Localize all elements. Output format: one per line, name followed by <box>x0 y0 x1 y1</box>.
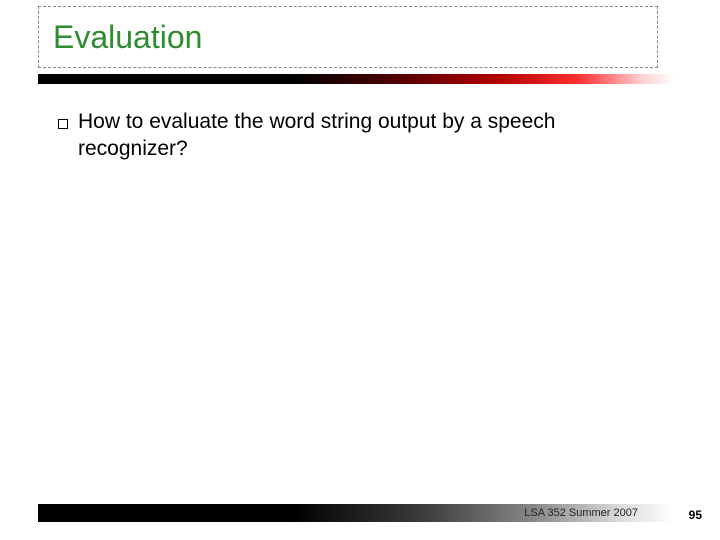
bullet-text: How to evaluate the word string output b… <box>78 108 658 163</box>
title-box: Evaluation <box>38 6 658 68</box>
slide: Evaluation How to evaluate the word stri… <box>0 0 720 540</box>
footer-text: LSA 352 Summer 2007 <box>524 507 638 519</box>
footer-bar: LSA 352 Summer 2007 <box>38 504 674 522</box>
accent-bar <box>38 74 674 84</box>
square-bullet-icon <box>58 116 68 134</box>
bullet-item: How to evaluate the word string output b… <box>58 108 658 163</box>
body-area: How to evaluate the word string output b… <box>58 108 658 163</box>
page-number: 95 <box>689 508 702 522</box>
slide-title: Evaluation <box>53 19 643 56</box>
